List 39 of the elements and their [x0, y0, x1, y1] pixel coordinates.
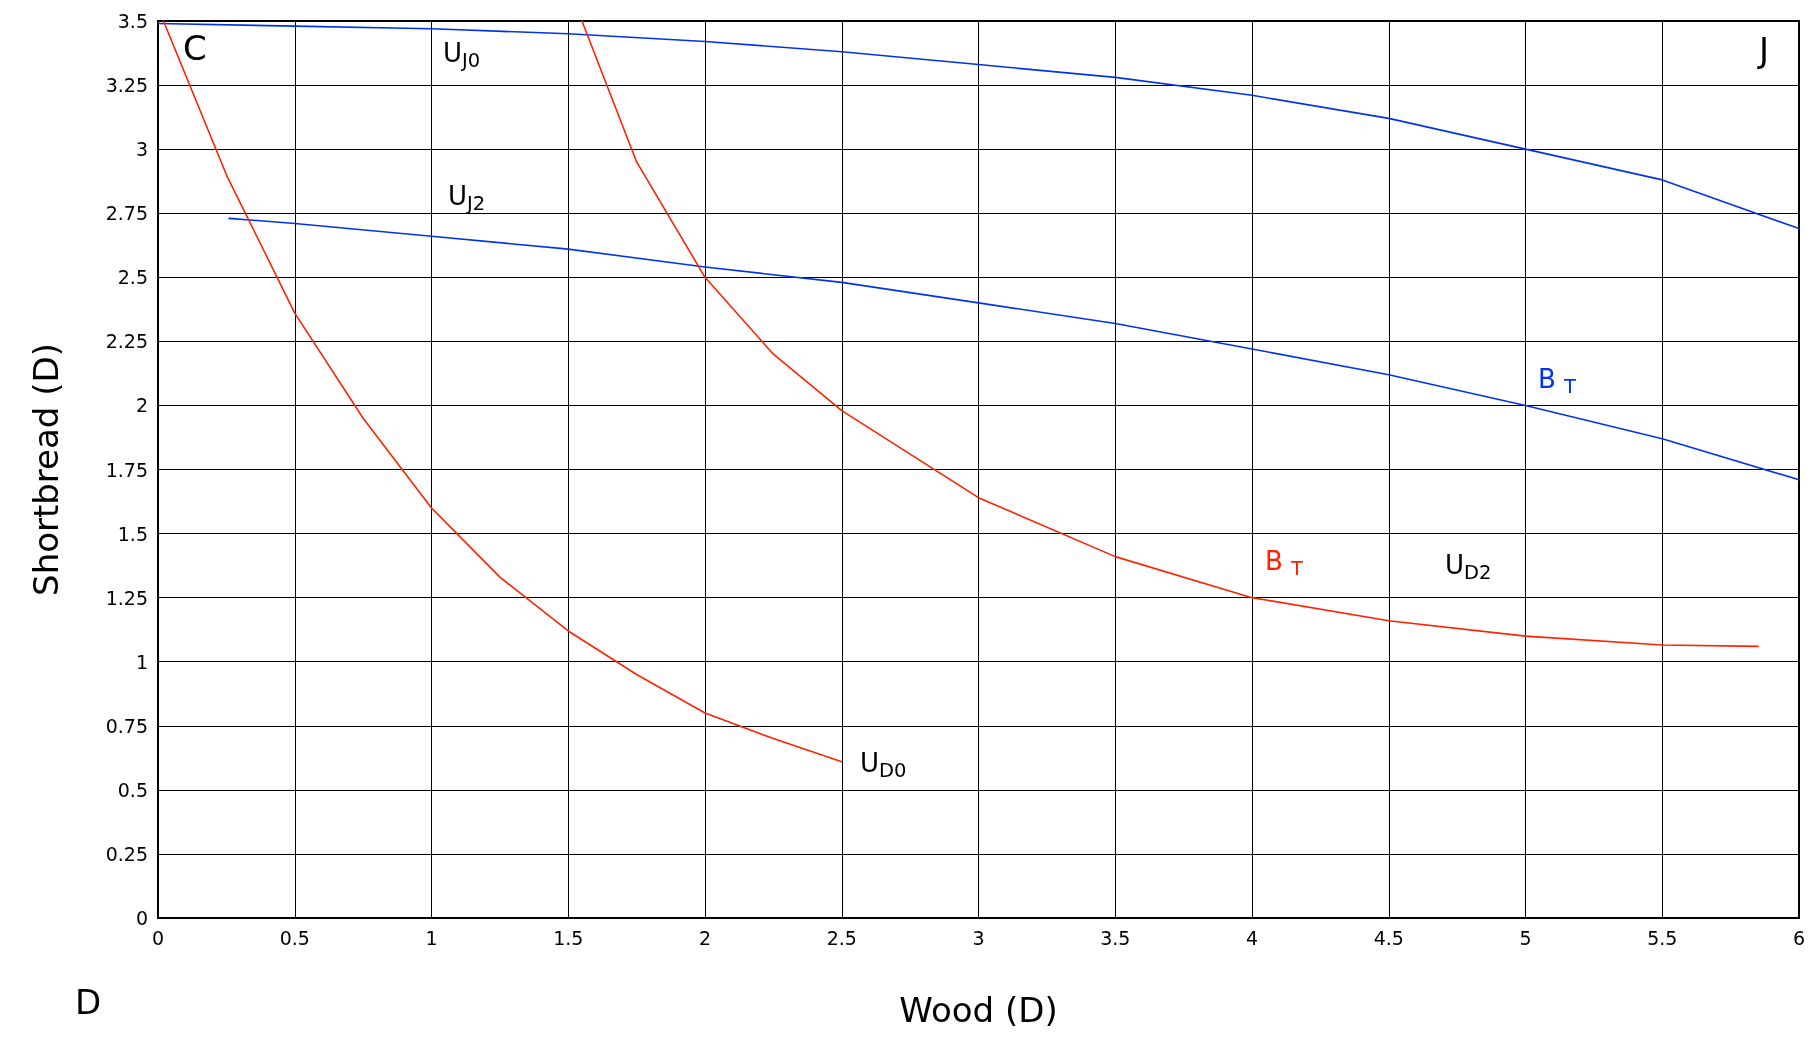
x-tick-label: 2.5 [826, 926, 857, 949]
y-tick-label: 1.25 [105, 586, 148, 609]
y-tick-label: 1 [135, 650, 148, 673]
x-tick-label: 5.5 [1647, 926, 1678, 949]
line-series [157, 22, 1800, 230]
y-tick-label: 0.25 [105, 842, 148, 865]
y-tick-label: 3.5 [117, 10, 148, 32]
line-series [581, 20, 1759, 648]
y-tick-label: 2.25 [105, 330, 148, 353]
x-tick-label: 4 [1245, 926, 1259, 949]
y-tick-label: 1.75 [105, 458, 148, 481]
x-tick-label: 6 [1792, 926, 1806, 949]
x-tick-label: 2 [698, 926, 712, 949]
x-tick-label: 3 [972, 926, 985, 949]
x-axis-title: Wood (D) [899, 990, 1058, 1030]
y-tick-label: 1.5 [117, 522, 148, 545]
line-series [162, 20, 843, 763]
y-tick-label: 2 [135, 394, 148, 417]
y-tick-label: 3 [135, 138, 148, 161]
x-tick-label: 0.5 [279, 926, 310, 949]
annotation: B T [1265, 546, 1304, 581]
annotation: C [183, 28, 207, 68]
x-tick-label: 1.5 [553, 926, 584, 949]
y-tick-label: 3.25 [105, 74, 148, 97]
annotation: B T [1538, 364, 1577, 399]
x-tick-label: 3.5 [1100, 926, 1131, 949]
x-tick-label: 5 [1519, 926, 1532, 949]
x-tick-label: 4.5 [1373, 926, 1404, 949]
y-axis-title: Shortbread (D) [26, 343, 66, 596]
x-tick-label: 0 [151, 926, 165, 949]
text: D [75, 982, 102, 1022]
y-tick-label: 2.5 [117, 266, 148, 289]
y-tick-label: 0.75 [105, 714, 148, 737]
y-tick-label: 2.75 [105, 202, 148, 225]
y-tick-label: 0.5 [117, 778, 148, 801]
x-tick-label: 1 [425, 926, 438, 949]
line-series [228, 217, 1800, 481]
y-tick-label: 0 [135, 907, 148, 929]
annotation: J [1756, 30, 1769, 70]
